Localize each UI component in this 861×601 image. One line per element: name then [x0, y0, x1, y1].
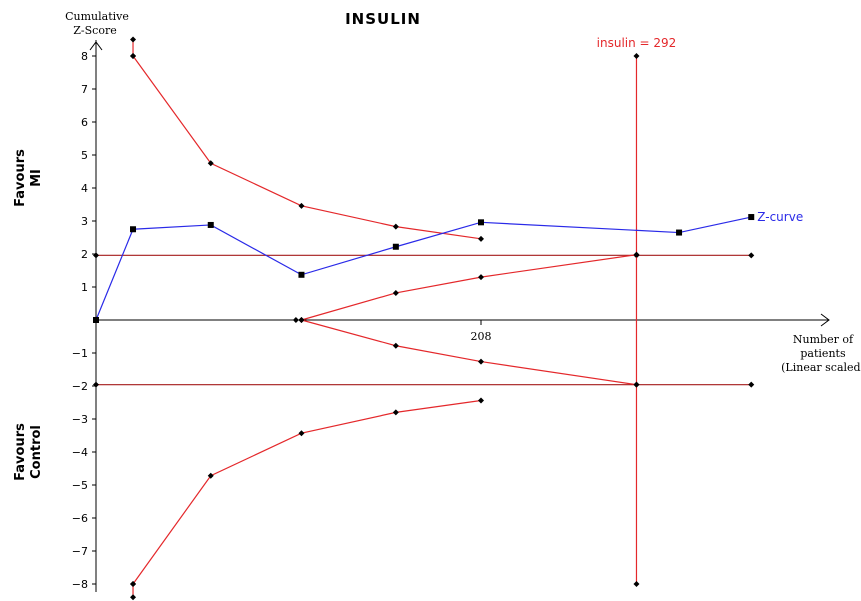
favours-mi-line-2: MI: [29, 169, 44, 187]
futility-boundary-lower-point: [298, 317, 305, 323]
futility-boundary-lower: [301, 319, 637, 386]
monitoring-boundary-lower-point: [478, 397, 484, 404]
z-curve-line: [95, 216, 752, 321]
futility-boundary-upper-point: [633, 251, 640, 258]
y-tick-label: 4: [81, 182, 88, 195]
chart-title: INSULIN: [345, 10, 421, 28]
monitoring-boundary-upper-point: [207, 160, 214, 167]
monitoring-boundary-upper-point: [478, 235, 484, 242]
y-tick-label: −1: [72, 347, 88, 360]
required-information-size-line: [633, 53, 640, 587]
y-tick-label: −2: [72, 380, 88, 393]
futility-boundary-lower-point: [478, 358, 484, 365]
futility-boundary-lower-point: [633, 381, 640, 388]
y-tick-label: 3: [81, 215, 88, 228]
y-tick-label: −4: [72, 446, 88, 459]
monitoring-boundary-upper: [132, 55, 482, 240]
z-curve-point: [748, 214, 755, 221]
conventional-boundary-point: [93, 252, 99, 259]
y-tick-label: 1: [81, 281, 88, 294]
futility-boundary-lower-point: [392, 342, 399, 349]
y-tick-label: 7: [81, 83, 88, 96]
y-tick-label: −6: [72, 512, 88, 525]
z-curve-point: [676, 229, 683, 236]
z-curve-legend-label: Z-curve: [757, 210, 803, 224]
x-axis-label-line-3: (Linear scaled): [781, 361, 861, 374]
monitoring-boundary-lower-stub-point: [130, 581, 137, 587]
futility-boundary-upper: [301, 254, 637, 321]
y-tick-label: 2: [81, 248, 88, 261]
monitoring-boundary-upper-stub-point: [130, 36, 137, 43]
ris-endpoint: [633, 53, 640, 59]
z-curve-point: [392, 243, 399, 250]
z-curve-point: [478, 219, 484, 226]
y-tick-label: −3: [72, 413, 88, 426]
y-tick-label: −7: [72, 545, 88, 558]
futility-boundaries: [292, 251, 640, 388]
y-tick-label: 8: [81, 50, 88, 63]
favours-mi-line-1: Favours: [13, 149, 28, 207]
y-axis-label-line-2: Z-Score: [73, 24, 116, 37]
x-axis-label-line-2: patients: [800, 347, 846, 360]
monitoring-boundary-lower-point: [207, 472, 214, 479]
z-curve-point: [207, 221, 214, 228]
ris-label: insulin = 292: [597, 36, 677, 50]
conventional-boundary-point: [748, 252, 755, 259]
x-tick-label-208: 208: [471, 330, 492, 343]
monitoring-boundary-lower-point: [298, 430, 305, 437]
y-tick-label: −8: [72, 578, 88, 591]
x-axis-label-line-1: Number of: [793, 333, 854, 346]
favours-control-line-1: Favours: [13, 423, 28, 481]
monitoring-boundaries: [130, 36, 484, 601]
futility-start-point: [292, 317, 299, 323]
y-axis-arrow: [89, 41, 103, 51]
favours-control-line-2: Control: [29, 425, 44, 479]
monitoring-boundary-lower-point: [392, 409, 399, 416]
y-tick-label: −5: [72, 479, 88, 492]
ris-endpoint: [633, 581, 640, 587]
futility-boundary-upper-point: [478, 274, 484, 281]
conventional-boundary-point: [748, 381, 755, 388]
z-curve-series: [93, 214, 755, 323]
y-axis-label-line-1: Cumulative: [65, 10, 129, 23]
monitoring-boundary-lower-stub-point: [130, 594, 137, 601]
monitoring-boundary-upper-point: [130, 53, 137, 59]
z-curve-point: [130, 226, 137, 233]
futility-boundary-upper-point: [392, 289, 399, 296]
y-ticks: 8 7 6 5 4 3 2 1 −1 −2 −3 −4 −5 −6 −7 −8: [72, 50, 96, 591]
x-axis-arrow: [820, 313, 830, 327]
conventional-boundary-point: [93, 381, 99, 388]
monitoring-boundary-upper-point: [298, 202, 305, 209]
monitoring-boundary-lower: [132, 399, 482, 585]
z-curve-point: [93, 317, 99, 323]
y-tick-label: 5: [81, 149, 88, 162]
monitoring-boundary-upper-point: [392, 223, 399, 230]
y-tick-label: 6: [81, 116, 88, 129]
z-curve-point: [298, 271, 305, 278]
